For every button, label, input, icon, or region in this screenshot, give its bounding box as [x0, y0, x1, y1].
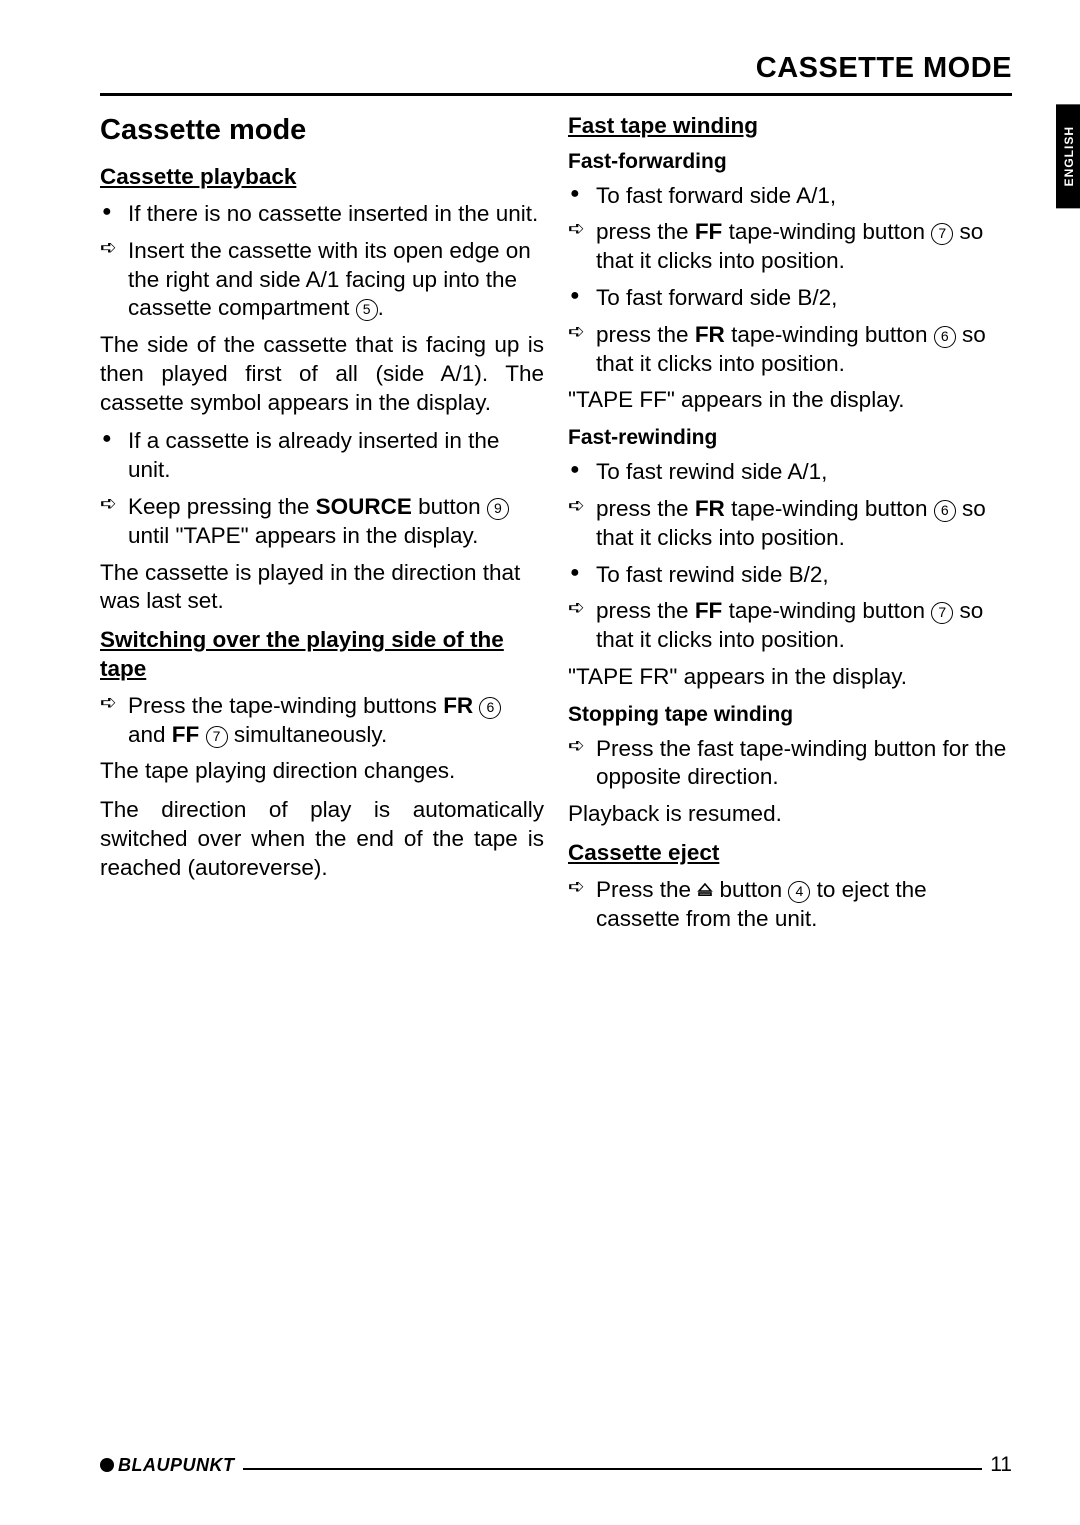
bold: FF: [695, 598, 723, 623]
paragraph: The side of the cassette that is facing …: [100, 331, 544, 417]
bullet-item: If a cassette is already inserted in the…: [100, 427, 544, 485]
paragraph: The direction of play is automatically s…: [100, 796, 544, 882]
bullet-item: To fast forward side B/2,: [568, 284, 1012, 313]
page-number: 11: [990, 1453, 1012, 1477]
subsection-heading: Cassette eject: [568, 839, 1012, 868]
text: tape-winding button: [722, 598, 931, 623]
bullet-item: To fast rewind side B/2,: [568, 561, 1012, 590]
text: and: [128, 722, 172, 747]
bullet-list: If there is no cassette inserted in the …: [100, 200, 544, 323]
bold: FF: [695, 219, 723, 244]
action-item: press the FR tape-winding button 6 so th…: [568, 321, 1012, 379]
action-item: Press the fast tape-winding button for t…: [568, 735, 1012, 793]
button-ref: 7: [931, 223, 953, 245]
button-ref: 6: [479, 697, 501, 719]
bold: FR: [443, 693, 473, 718]
bold: FR: [695, 322, 725, 347]
bullet-item: If there is no cassette inserted in the …: [100, 200, 544, 229]
sub-subheading: Fast-rewinding: [568, 425, 1012, 452]
text: Press the tape-winding buttons: [128, 693, 443, 718]
subsection-heading: Switching over the playing side of the t…: [100, 626, 544, 684]
eject-icon: [697, 882, 713, 898]
text: tape-winding button: [725, 322, 934, 347]
bold: FR: [695, 496, 725, 521]
bullet-list: Press the button 4 to eject the cassette…: [568, 876, 1012, 934]
bullet-list: To fast forward side A/1, press the FF t…: [568, 182, 1012, 379]
bullet-item: To fast forward side A/1,: [568, 182, 1012, 211]
section-title: Cassette mode: [100, 112, 544, 149]
brand-logo: BLAUPUNKT: [100, 1455, 235, 1476]
text: Keep pressing the: [128, 494, 316, 519]
paragraph: Playback is resumed.: [568, 800, 1012, 829]
text: press the: [596, 496, 695, 521]
text: tape-winding button: [722, 219, 931, 244]
text: .: [378, 295, 384, 320]
button-ref: 5: [356, 299, 378, 321]
content-columns: Cassette mode Cassette playback If there…: [100, 112, 1012, 941]
text: button: [412, 494, 487, 519]
brand-name: BLAUPUNKT: [118, 1455, 235, 1476]
bullet-list: To fast rewind side A/1, press the FR ta…: [568, 458, 1012, 655]
paragraph: "TAPE FR" appears in the display.: [568, 663, 1012, 692]
button-ref: 6: [934, 326, 956, 348]
right-column: Fast tape winding Fast-forwarding To fas…: [568, 112, 1012, 941]
text: press the: [596, 219, 695, 244]
text: simultaneously.: [228, 722, 388, 747]
action-item: press the FF tape-winding button 7 so th…: [568, 218, 1012, 276]
text: until "TAPE" appears in the display.: [128, 523, 478, 548]
brand-dot-icon: [100, 1458, 114, 1472]
sub-subheading: Fast-forwarding: [568, 149, 1012, 176]
text: button: [713, 877, 788, 902]
paragraph: The cassette is played in the direction …: [100, 559, 544, 617]
button-ref: 4: [788, 881, 810, 903]
paragraph: The tape playing direction changes.: [100, 757, 544, 786]
text: Press the: [596, 877, 697, 902]
bullet-list: Press the tape-winding buttons FR 6 and …: [100, 692, 544, 750]
bullet-list: Press the fast tape-winding button for t…: [568, 735, 1012, 793]
text: tape-winding button: [725, 496, 934, 521]
text: Insert the cassette with its open edge o…: [128, 238, 531, 321]
button-ref: 9: [487, 498, 509, 520]
page-header: CASSETTE MODE: [100, 52, 1012, 96]
bullet-item: To fast rewind side A/1,: [568, 458, 1012, 487]
paragraph: "TAPE FF" appears in the display.: [568, 386, 1012, 415]
left-column: Cassette mode Cassette playback If there…: [100, 112, 544, 941]
page-footer: BLAUPUNKT 11: [100, 1453, 1012, 1477]
text: press the: [596, 598, 695, 623]
bold: FF: [172, 722, 200, 747]
bold: SOURCE: [316, 494, 412, 519]
action-item: Insert the cassette with its open edge o…: [100, 237, 544, 323]
subsection-heading: Cassette playback: [100, 163, 544, 192]
action-item: Press the tape-winding buttons FR 6 and …: [100, 692, 544, 750]
button-ref: 6: [934, 500, 956, 522]
bullet-list: If a cassette is already inserted in the…: [100, 427, 544, 550]
action-item: Press the button 4 to eject the cassette…: [568, 876, 1012, 934]
manual-page: CASSETTE MODE ENGLISH Cassette mode Cass…: [0, 0, 1080, 1525]
button-ref: 7: [206, 726, 228, 748]
language-tab: ENGLISH: [1056, 104, 1080, 208]
button-ref: 7: [931, 602, 953, 624]
action-item: Keep pressing the SOURCE button 9 until …: [100, 493, 544, 551]
text: press the: [596, 322, 695, 347]
sub-subheading: Stopping tape winding: [568, 702, 1012, 729]
action-item: press the FR tape-winding button 6 so th…: [568, 495, 1012, 553]
footer-rule: [243, 1468, 983, 1470]
action-item: press the FF tape-winding button 7 so th…: [568, 597, 1012, 655]
subsection-heading: Fast tape winding: [568, 112, 1012, 141]
